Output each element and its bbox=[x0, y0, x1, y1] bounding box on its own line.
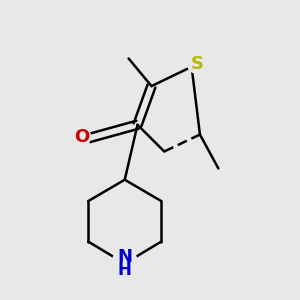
Circle shape bbox=[188, 54, 206, 73]
Text: N: N bbox=[117, 248, 132, 266]
Text: S: S bbox=[190, 55, 203, 73]
Circle shape bbox=[73, 128, 91, 146]
Text: O: O bbox=[74, 128, 89, 146]
Text: H: H bbox=[118, 261, 132, 279]
Circle shape bbox=[113, 249, 136, 272]
